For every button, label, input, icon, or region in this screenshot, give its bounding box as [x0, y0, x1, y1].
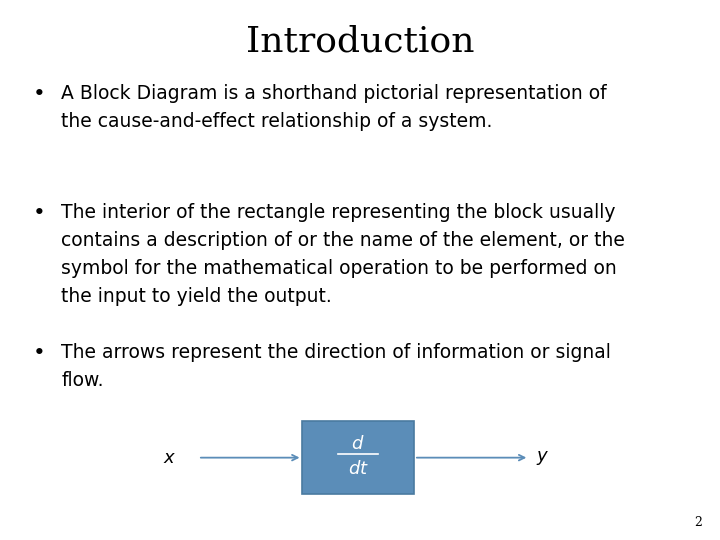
Text: •: • — [33, 343, 46, 363]
Text: flow.: flow. — [61, 371, 104, 390]
Text: $x$: $x$ — [163, 449, 176, 467]
Text: contains a description of or the name of the element, or the: contains a description of or the name of… — [61, 231, 625, 249]
Bar — [302, 421, 414, 494]
Text: The interior of the rectangle representing the block usually: The interior of the rectangle representi… — [61, 202, 616, 221]
Text: The arrows represent the direction of information or signal: The arrows represent the direction of in… — [61, 343, 611, 362]
Text: the cause-and-effect relationship of a system.: the cause-and-effect relationship of a s… — [61, 112, 492, 131]
Text: symbol for the mathematical operation to be performed on: symbol for the mathematical operation to… — [61, 259, 617, 278]
Text: $d$: $d$ — [351, 435, 365, 453]
Text: •: • — [33, 84, 46, 104]
Text: Introduction: Introduction — [246, 24, 474, 58]
Text: A Block Diagram is a shorthand pictorial representation of: A Block Diagram is a shorthand pictorial… — [61, 84, 607, 103]
Text: $dt$: $dt$ — [348, 460, 369, 478]
Text: $y$: $y$ — [536, 449, 549, 467]
Text: the input to yield the output.: the input to yield the output. — [61, 287, 332, 306]
Text: •: • — [33, 202, 46, 222]
Text: 2: 2 — [694, 516, 702, 529]
